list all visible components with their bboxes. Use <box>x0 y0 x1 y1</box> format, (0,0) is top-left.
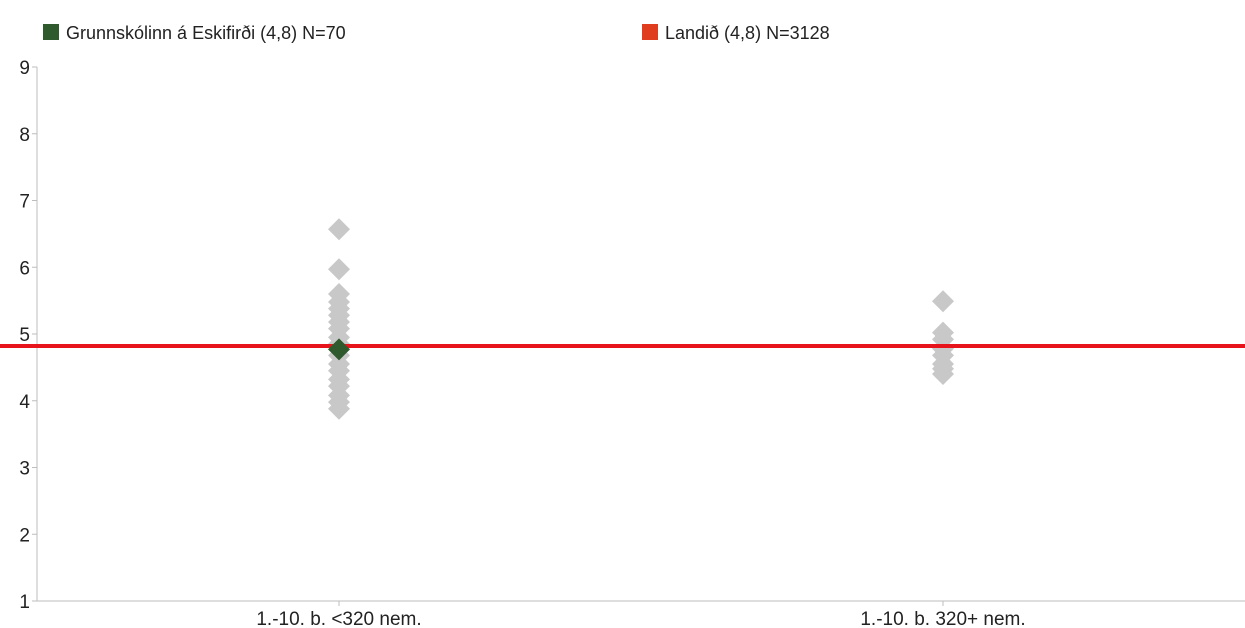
legend: Grunnskólinn á Eskifirði (4,8) N=70 Landi… <box>43 23 830 43</box>
highlight-points <box>328 338 350 361</box>
y-tick-label: 3 <box>19 459 30 480</box>
highlight-point <box>328 338 350 361</box>
legend-swatch <box>43 24 59 40</box>
legend-label: Grunnskólinn á Eskifirði (4,8) N=70 <box>66 23 346 43</box>
school-point <box>328 258 350 281</box>
y-tick-label: 6 <box>19 258 30 279</box>
y-tick-label: 9 <box>19 58 30 79</box>
points <box>328 218 954 420</box>
y-tick-label: 1 <box>19 592 30 613</box>
y-tick-label: 7 <box>19 192 30 213</box>
x-tick-label: 1.-10. b. <320 nem. <box>256 609 421 628</box>
legend-swatch <box>642 24 658 40</box>
school-point <box>932 290 954 313</box>
school-point <box>328 218 350 241</box>
y-tick-label: 8 <box>19 125 30 146</box>
y-tick-label: 5 <box>19 325 30 346</box>
x-tick-label: 1.-10. b. 320+ nem. <box>860 609 1025 628</box>
y-tick-label: 4 <box>19 392 30 413</box>
y-tick-label: 2 <box>19 525 30 546</box>
school-point <box>932 363 954 386</box>
axes: 1 2 3 4 5 6 7 8 9 1.-10. b. <320 nem. 1.-10. b. 32… <box>19 58 1245 628</box>
school-point <box>328 397 350 420</box>
legend-label: Landið (4,8) N=3128 <box>665 23 830 43</box>
